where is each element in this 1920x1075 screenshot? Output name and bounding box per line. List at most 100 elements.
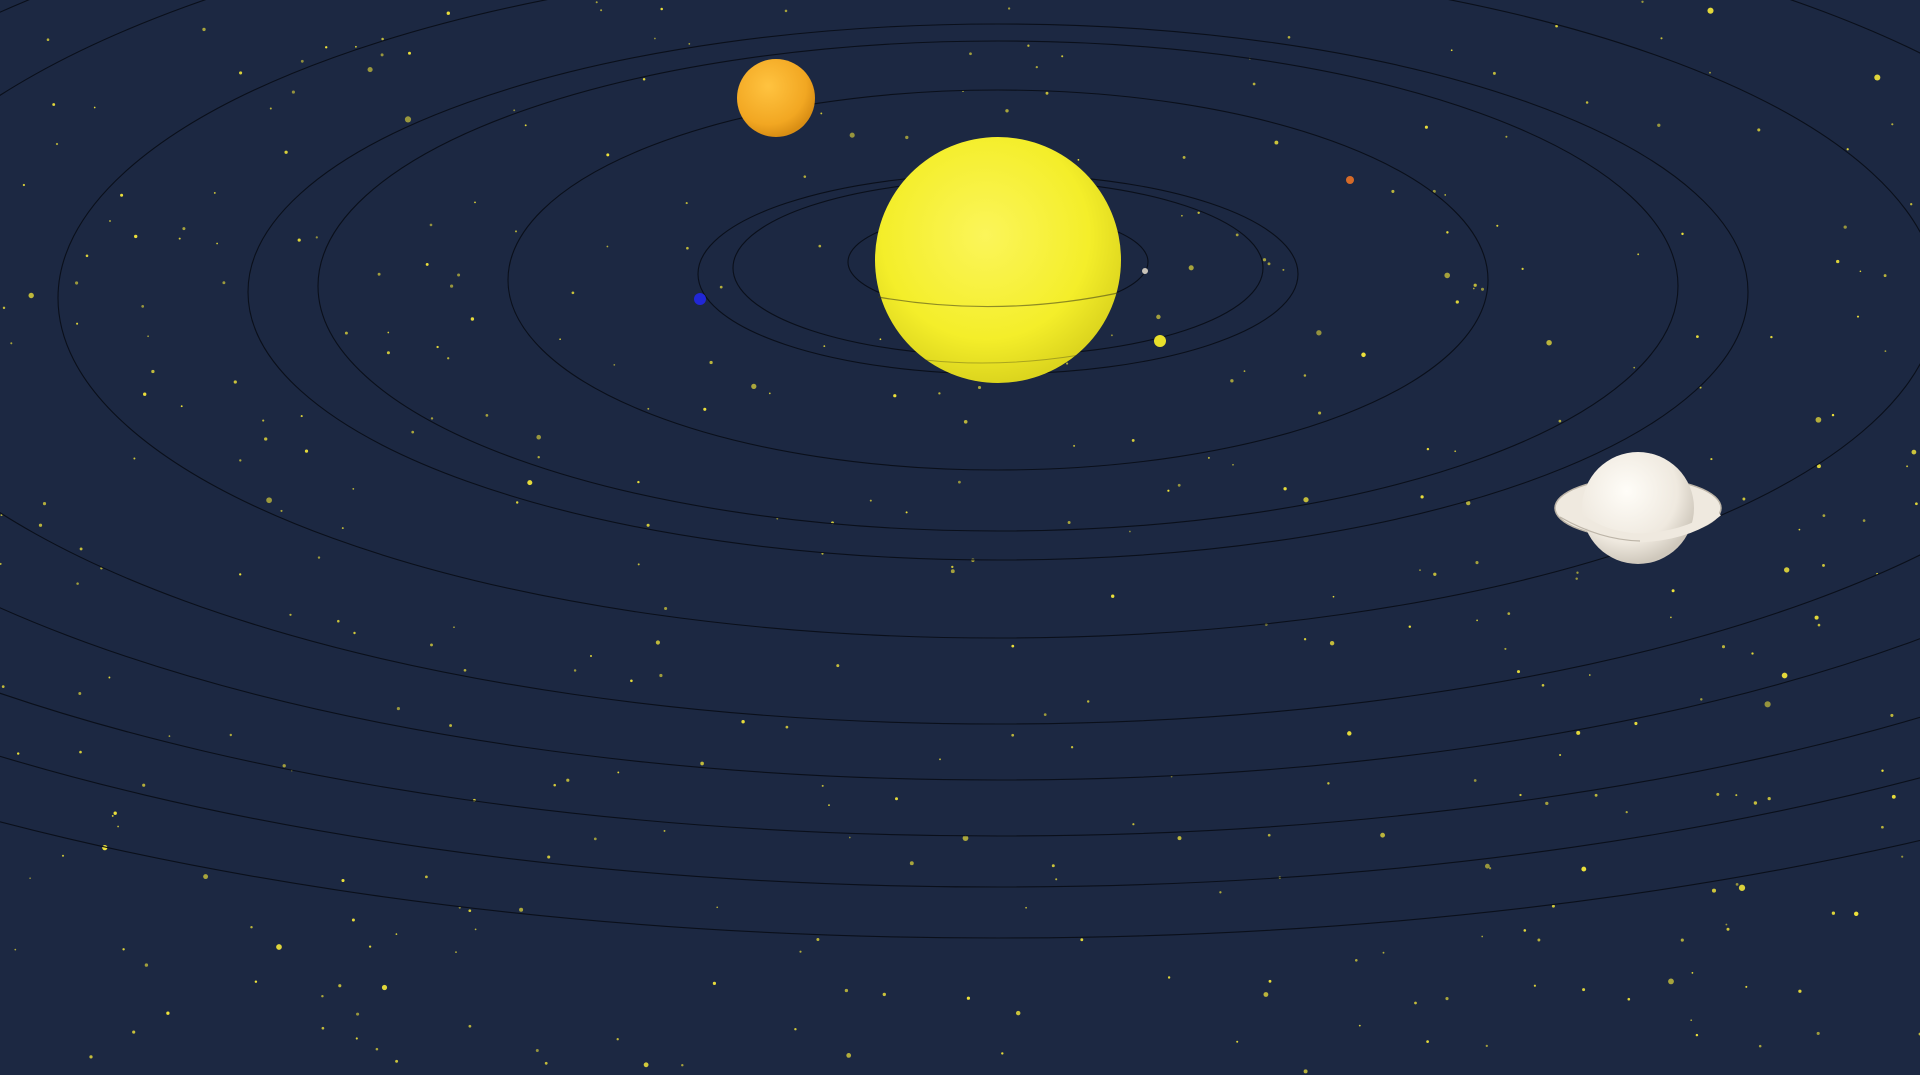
star [436,345,439,349]
planet-jupiter[interactable] [737,59,815,137]
star [355,1037,358,1040]
star [1910,203,1913,206]
star [297,238,301,242]
star [1426,1040,1429,1043]
star [1303,1069,1308,1074]
star [1738,884,1746,891]
star [1589,674,1591,676]
star [1177,836,1182,841]
star [368,945,372,948]
star [1582,988,1586,992]
star [958,480,961,484]
star [202,27,206,32]
star [1551,904,1555,908]
star [846,1053,852,1058]
star [613,364,616,366]
star [1846,148,1849,151]
star [254,980,258,983]
star [317,556,321,559]
star [1881,769,1884,772]
star [321,1026,325,1030]
star [341,527,344,530]
star [1481,935,1484,938]
star [1496,224,1499,227]
star [553,783,556,787]
planet-venus[interactable] [1154,335,1166,347]
star [849,132,855,138]
star [573,669,577,672]
star [1361,352,1366,358]
star [606,153,610,157]
star [425,262,429,266]
star [147,335,149,338]
star [751,383,757,390]
planet-mars[interactable] [1346,176,1354,184]
orbit-ring [507,89,1489,471]
star [1051,864,1055,868]
star [1691,972,1694,974]
planet-mercury[interactable] [1142,268,1148,274]
star [178,237,181,240]
star [1881,825,1884,829]
star [1485,1044,1488,1048]
star [380,53,384,57]
star [468,1024,472,1028]
star [1859,270,1862,273]
star [660,7,663,11]
star [1236,1040,1239,1043]
star [1709,71,1711,74]
planet-saturn[interactable] [1554,452,1722,564]
star [1327,782,1330,785]
star [642,77,646,81]
star [1831,413,1835,417]
star [85,254,89,258]
star [1576,730,1581,735]
star [1523,929,1527,932]
sun[interactable] [875,137,1121,383]
star [450,284,454,288]
star [395,1059,399,1063]
star [166,1011,170,1015]
star [566,778,570,782]
star [108,219,112,223]
star [282,764,286,768]
star [1627,997,1631,1001]
star [1073,444,1076,447]
star [1633,366,1636,369]
star [0,562,2,565]
star [46,38,50,41]
star [1836,259,1840,264]
star [709,360,713,365]
star [700,761,704,766]
star [38,523,43,527]
star [1559,753,1562,757]
star [151,369,155,374]
star [239,459,242,462]
star [264,437,268,441]
star [321,994,324,998]
star [524,124,527,127]
star [1303,497,1309,503]
star [969,52,972,56]
star [519,907,524,912]
star [352,487,355,490]
star [1798,989,1802,993]
star [1332,595,1335,598]
star [768,392,771,395]
star [78,692,82,695]
star [1555,24,1558,28]
star [1816,464,1821,469]
star [1710,458,1713,461]
star [1781,672,1788,679]
planet-earth[interactable] [694,293,706,305]
star [300,415,303,418]
star [1707,7,1714,14]
star [203,874,209,880]
star [395,933,398,935]
star [1817,623,1821,627]
star [593,837,597,841]
star [1716,792,1720,796]
star [712,981,717,986]
